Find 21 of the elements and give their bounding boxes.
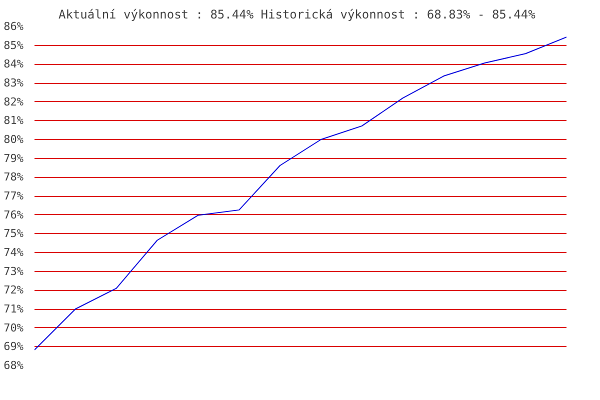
y-tick-label: 73% [4,264,24,278]
y-tick-label: 86% [4,20,24,33]
y-tick-label: 76% [4,208,24,222]
y-tick-label: 70% [4,321,24,334]
y-tick-label: 71% [4,302,24,316]
y-tick-label: 69% [4,340,24,354]
chart-title: Aktuální výkonnost : 85.44% Historická výkonnost : 68.83% - 85.44% [58,8,536,22]
y-tick-label: 83% [4,76,24,90]
y-tick-label: 74% [4,246,24,259]
y-tick-label: 81% [4,114,24,128]
y-tick-label: 80% [4,133,24,146]
y-tick-label: 84% [4,58,24,71]
y-tick-label: 78% [4,170,24,184]
y-tick-label: 75% [4,227,24,240]
y-tick-label: 85% [4,38,24,52]
y-tick-label: 77% [4,190,24,202]
y-tick-label: 72% [4,284,24,297]
y-tick-label: 82% [4,95,24,108]
line-series [34,36,566,350]
y-tick-label: 68% [4,359,24,372]
y-tick-label: 79% [4,152,24,165]
